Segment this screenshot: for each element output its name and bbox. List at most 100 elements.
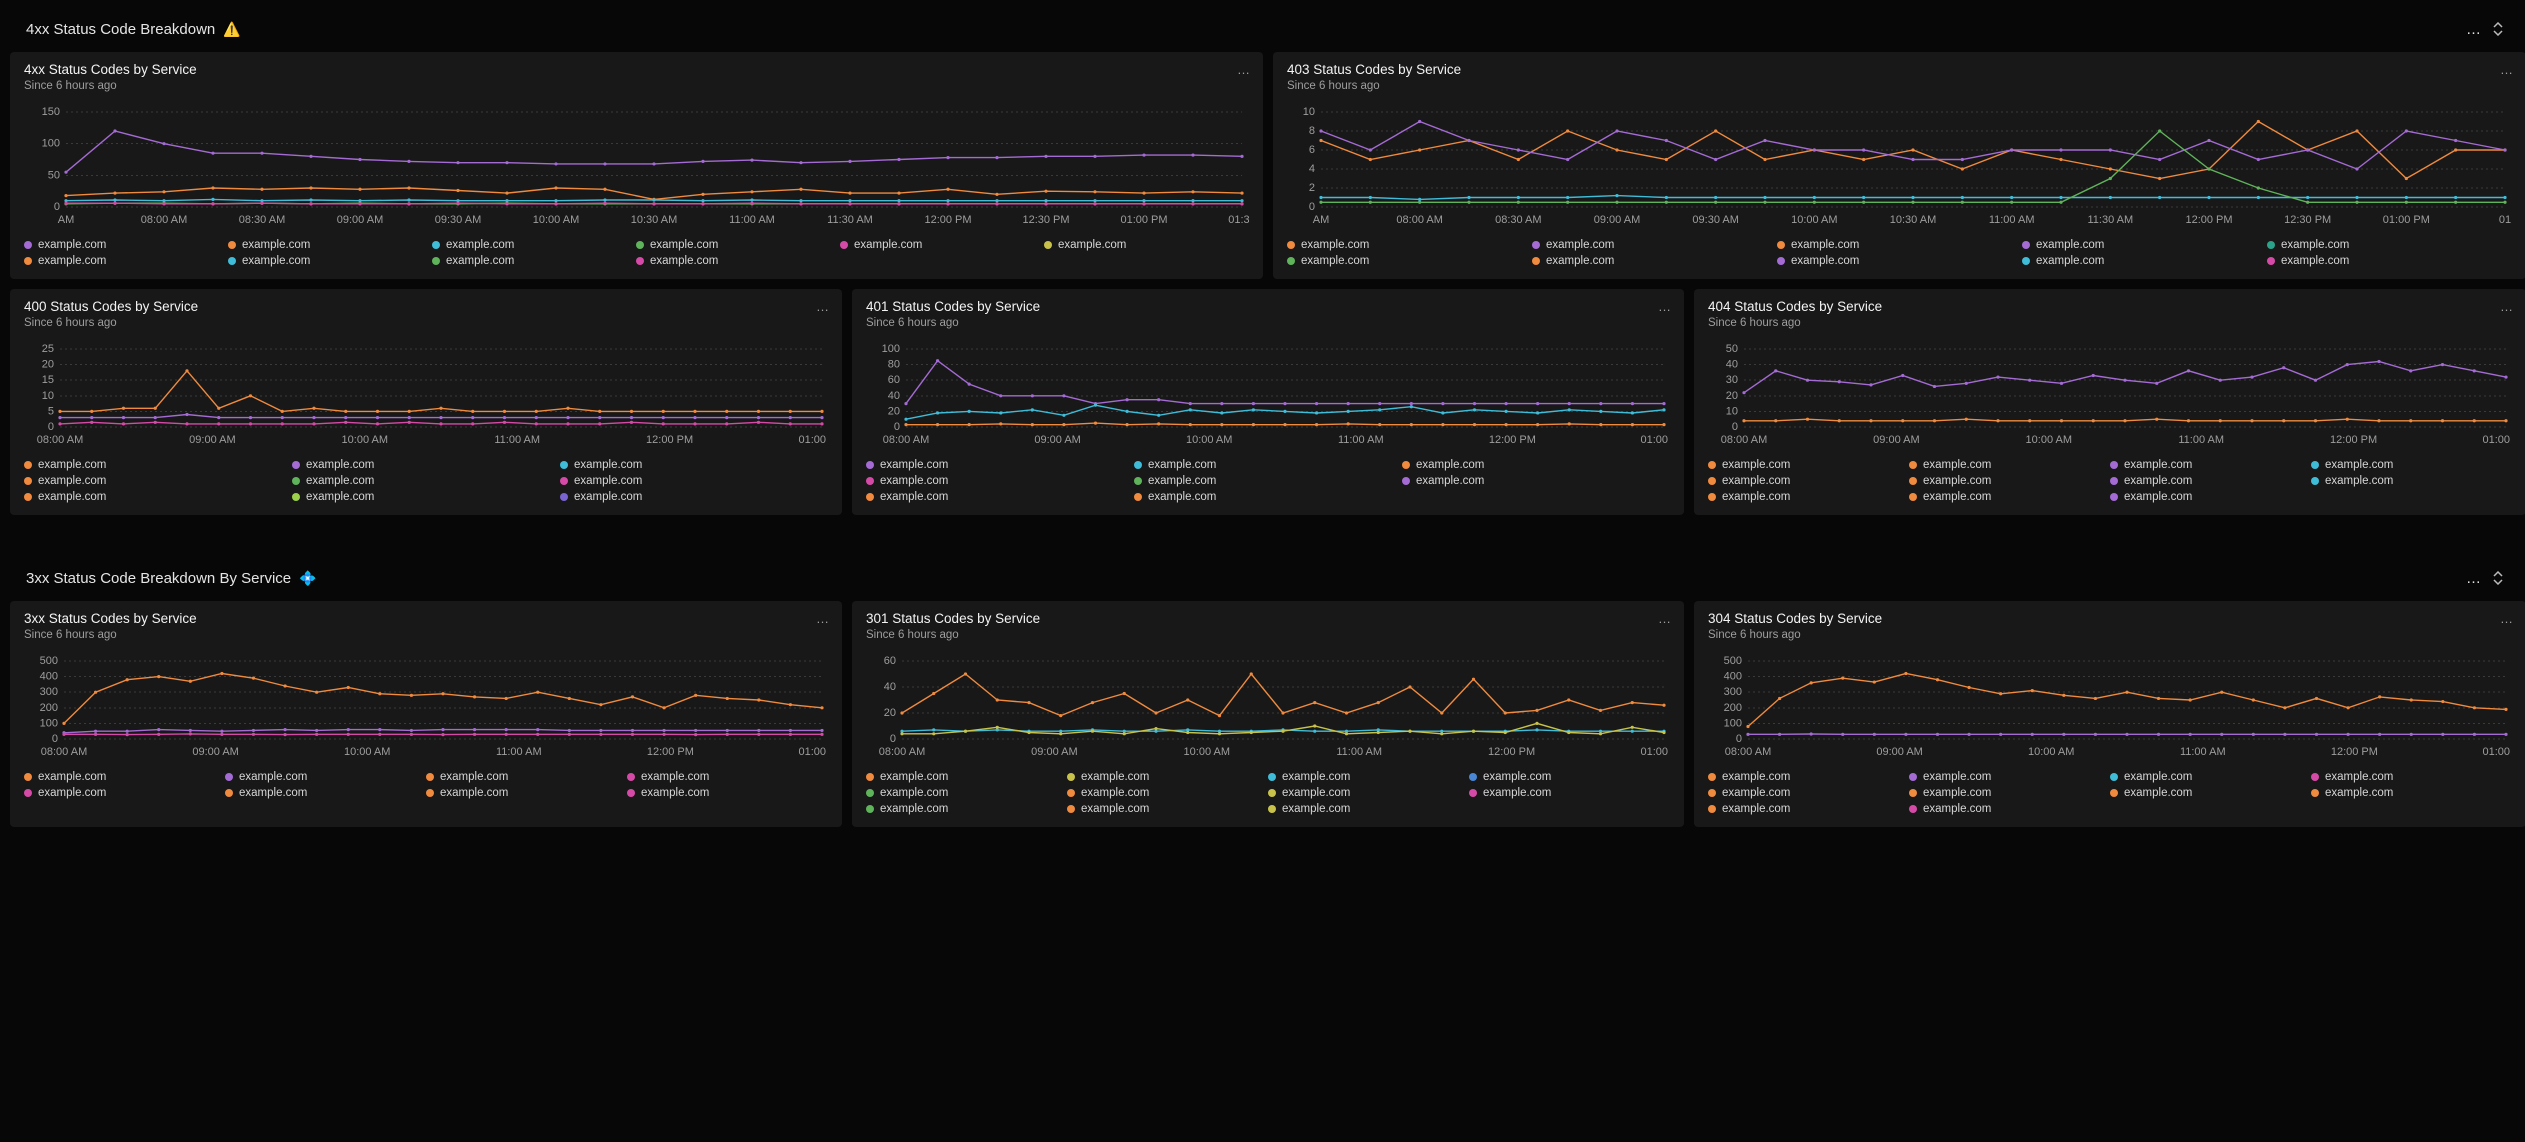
legend-item[interactable]: example.com [1532,255,1777,267]
legend-item[interactable]: example.com [1532,239,1777,251]
legend-item[interactable]: example.com [1469,771,1670,783]
section-collapse-button[interactable] [2489,20,2507,38]
legend-item[interactable]: example.com [2311,459,2512,471]
legend-item[interactable]: example.com [1067,803,1268,815]
legend-item[interactable]: example.com [866,475,1134,487]
legend-item[interactable]: example.com [2311,787,2512,799]
legend-item-label: example.com [2281,255,2349,267]
legend-item[interactable]: example.com [866,459,1134,471]
legend-item[interactable]: example.com [1469,787,1670,799]
legend-item[interactable]: example.com [1909,787,2110,799]
legend-item[interactable]: example.com [1287,255,1532,267]
legend-item[interactable]: example.com [1708,771,1909,783]
legend-item[interactable]: example.com [866,771,1067,783]
legend-item[interactable]: example.com [2110,491,2311,503]
legend-item[interactable]: example.com [2022,255,2267,267]
section-collapse-button[interactable] [2489,569,2507,587]
legend-item[interactable]: example.com [432,239,636,251]
legend-item[interactable]: example.com [1777,239,2022,251]
legend-item[interactable]: example.com [2267,239,2512,251]
legend-item[interactable]: example.com [866,803,1067,815]
legend-item[interactable]: example.com [24,491,292,503]
legend-item[interactable]: example.com [1708,803,1909,815]
legend-item[interactable]: example.com [426,787,627,799]
legend-item[interactable]: example.com [1402,459,1670,471]
legend-item[interactable]: example.com [292,491,560,503]
legend-item[interactable]: example.com [2311,771,2512,783]
legend-item[interactable]: example.com [24,771,225,783]
legend-item[interactable]: example.com [225,787,426,799]
legend-item[interactable]: example.com [636,255,840,267]
legend-item[interactable]: example.com [1708,787,1909,799]
legend-item[interactable]: example.com [1909,475,2110,487]
legend-item-label: example.com [242,255,310,267]
legend-dot-icon [1777,257,1785,265]
legend-item[interactable]: example.com [2267,255,2512,267]
legend-item[interactable]: example.com [866,787,1067,799]
legend-item[interactable]: example.com [866,491,1134,503]
legend-item[interactable]: example.com [1909,491,2110,503]
panel-menu-button[interactable]: … [1237,62,1251,77]
legend-item[interactable]: example.com [426,771,627,783]
legend-item[interactable]: example.com [1134,459,1402,471]
panel-menu-button[interactable]: … [2500,611,2514,626]
legend-item[interactable]: example.com [1134,491,1402,503]
legend-item[interactable]: example.com [636,239,840,251]
legend-item[interactable]: example.com [1268,787,1469,799]
legend-item[interactable]: example.com [1708,491,1909,503]
legend-item[interactable]: example.com [1909,459,2110,471]
section-menu-button[interactable]: … [2466,570,2481,587]
panel-menu-button[interactable]: … [816,299,830,314]
legend-item[interactable]: example.com [1909,771,2110,783]
legend-item-label: example.com [2124,475,2192,487]
legend-item[interactable]: example.com [1909,803,2110,815]
panel-title: 3xx Status Codes by Service [24,611,828,626]
svg-text:0: 0 [1309,201,1315,213]
legend-item[interactable]: example.com [2110,787,2311,799]
legend-item[interactable]: example.com [2022,239,2267,251]
legend-item[interactable]: example.com [2110,475,2311,487]
legend-item[interactable]: example.com [24,239,228,251]
legend-item[interactable]: example.com [225,771,426,783]
panel-menu-button[interactable]: … [1658,611,1672,626]
legend-item[interactable]: example.com [627,771,828,783]
legend-item[interactable]: example.com [1134,475,1402,487]
legend-item[interactable]: example.com [2110,771,2311,783]
panel-menu-button[interactable]: … [2500,299,2514,314]
legend-item[interactable]: example.com [292,475,560,487]
legend-item[interactable]: example.com [1268,771,1469,783]
legend-dot-icon [2110,461,2118,469]
legend-item[interactable]: example.com [228,255,432,267]
panel-304-by-service: 304 Status Codes by ServiceSince 6 hours… [1694,601,2525,827]
legend-item[interactable]: example.com [1708,475,1909,487]
legend-item[interactable]: example.com [627,787,828,799]
row-4xx-top: 4xx Status Codes by ServiceSince 6 hours… [10,52,2515,279]
legend-item[interactable]: example.com [1777,255,2022,267]
section-menu-button[interactable]: … [2466,21,2481,38]
svg-text:12:00 PM: 12:00 PM [646,434,693,446]
legend-item[interactable]: example.com [1067,787,1268,799]
legend-item[interactable]: example.com [1287,239,1532,251]
legend-item[interactable]: example.com [840,239,1044,251]
legend-item[interactable]: example.com [1067,771,1268,783]
legend-item[interactable]: example.com [2311,475,2512,487]
legend-item[interactable]: example.com [560,475,828,487]
legend-item[interactable]: example.com [560,459,828,471]
legend-item[interactable]: example.com [1268,803,1469,815]
legend-item[interactable]: example.com [1044,239,1248,251]
legend-item[interactable]: example.com [1708,459,1909,471]
legend-item[interactable]: example.com [560,491,828,503]
legend-item[interactable]: example.com [292,459,560,471]
panel-menu-button[interactable]: … [2500,62,2514,77]
legend-item[interactable]: example.com [228,239,432,251]
legend-item[interactable]: example.com [432,255,636,267]
legend-item[interactable]: example.com [24,255,228,267]
legend-item[interactable]: example.com [24,787,225,799]
legend-item[interactable]: example.com [2110,459,2311,471]
legend-item-label: example.com [1416,475,1484,487]
legend-item[interactable]: example.com [24,459,292,471]
legend-item[interactable]: example.com [24,475,292,487]
panel-menu-button[interactable]: … [1658,299,1672,314]
panel-menu-button[interactable]: … [816,611,830,626]
legend-item[interactable]: example.com [1402,475,1670,487]
